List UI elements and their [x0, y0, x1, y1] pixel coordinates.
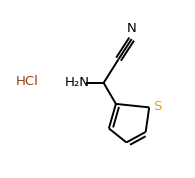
Text: H₂N: H₂N	[65, 76, 90, 89]
Text: HCl: HCl	[16, 75, 39, 88]
Text: S: S	[153, 100, 161, 113]
Text: N: N	[127, 22, 136, 35]
